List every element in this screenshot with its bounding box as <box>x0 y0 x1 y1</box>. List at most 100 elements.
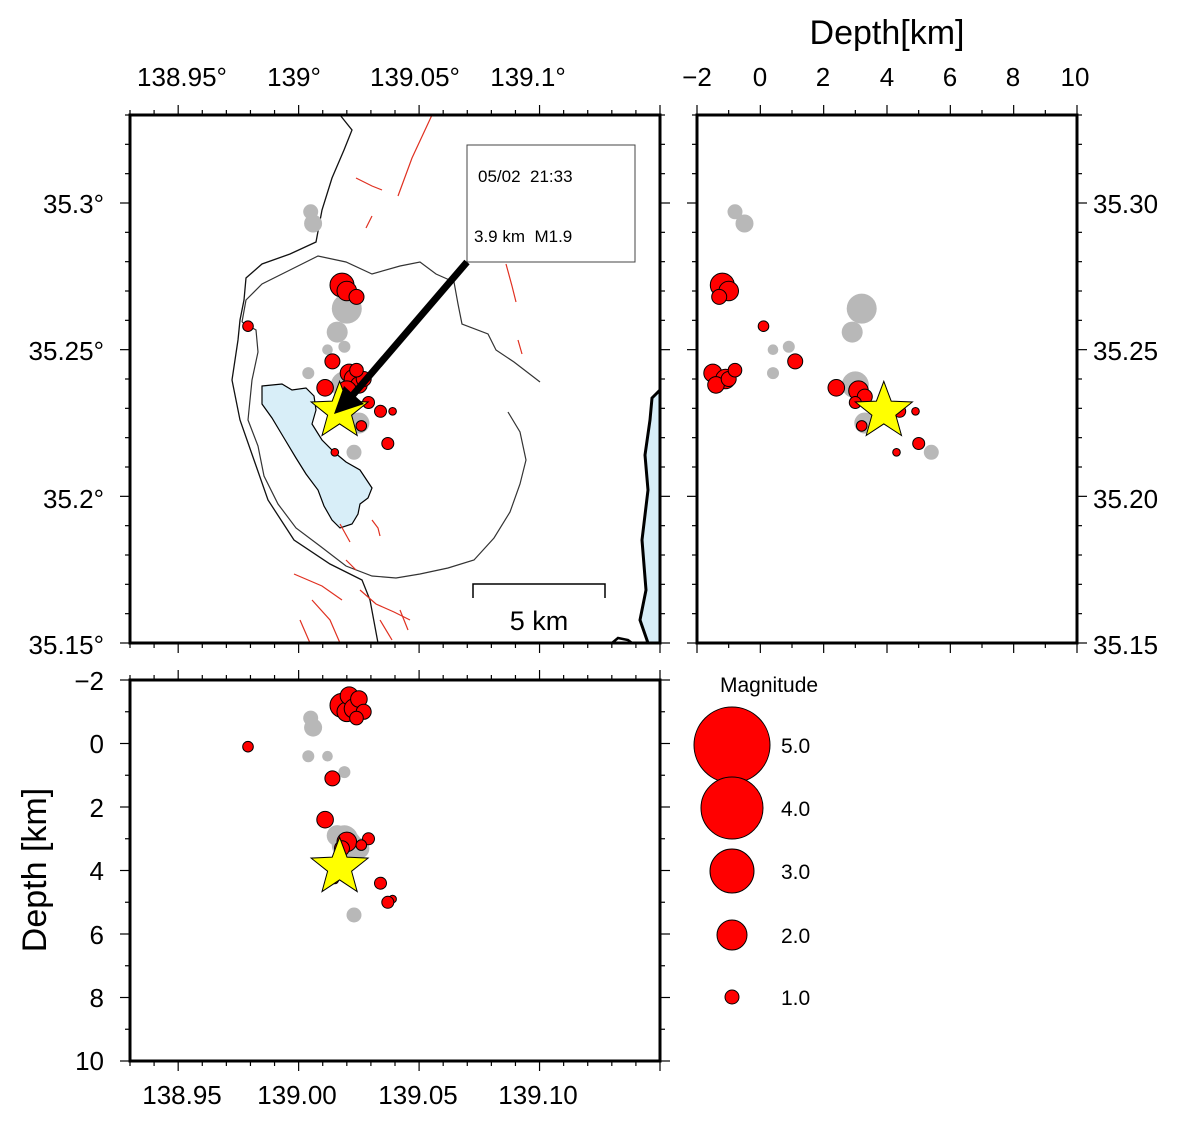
lon-depth-depth-tick-label: 6 <box>90 920 104 950</box>
fault-line <box>345 559 357 571</box>
depth-lat-recent-events <box>703 272 926 457</box>
depth-lat-lat-tick-label: 35.20 <box>1093 484 1158 514</box>
lon-depth-depth-tick-label: 4 <box>90 856 104 886</box>
recent-event-marker <box>330 448 340 457</box>
map-lat-tick-label: 35.2° <box>43 484 104 514</box>
recent-event-marker <box>324 353 341 370</box>
lon-depth-title: Depth [km] <box>16 788 54 952</box>
recent-event-marker <box>355 839 368 851</box>
lon-depth-depth-tick-label: −2 <box>74 666 104 696</box>
fault-line <box>371 519 381 537</box>
lon-depth-ticks <box>120 670 670 1071</box>
recent-event-marker <box>316 810 334 829</box>
event-callout: 05/02 21:33 3.9 km M1.9 <box>334 144 636 414</box>
depth-lat-lat-tick-label: 35.15 <box>1093 630 1158 660</box>
older-event-marker <box>302 367 315 380</box>
depth-tick-label: −2 <box>682 62 712 92</box>
fault-line <box>399 609 409 631</box>
prefecture-boundary <box>231 115 379 643</box>
fault-lines <box>293 115 523 643</box>
fault-line <box>505 263 517 303</box>
lon-depth-lon-tick-label: 139.00 <box>257 1080 337 1110</box>
map-lat-tick-label: 35.15° <box>29 630 104 660</box>
recent-event-marker <box>381 437 395 450</box>
map-lon-tick-label: 138.95° <box>137 62 227 92</box>
older-event-marker <box>346 907 362 923</box>
map-lat-tick-label: 35.3° <box>43 189 104 219</box>
lon-depth-mainshock <box>309 835 370 893</box>
recent-event-marker <box>374 876 387 890</box>
recent-event-marker <box>374 404 387 418</box>
callout-arrow-head <box>334 386 364 414</box>
legend-label: 5.0 <box>781 735 810 758</box>
depth-lat-frame <box>695 113 1079 645</box>
recent-event-marker <box>381 895 395 909</box>
recent-event-marker <box>316 379 334 397</box>
map-ticks <box>120 105 670 653</box>
legend-title: Magnitude <box>720 674 818 697</box>
fault-line <box>379 619 393 641</box>
older-event-marker <box>302 750 315 763</box>
map-features <box>231 115 660 643</box>
older-event-marker <box>727 204 743 220</box>
older-event-marker <box>322 750 333 762</box>
fault-line <box>355 177 383 191</box>
depth-lat-title: Depth[km] <box>810 14 965 52</box>
recent-event-marker <box>349 362 364 378</box>
legend-label: 1.0 <box>781 987 810 1010</box>
caldera-outline-south <box>241 321 527 579</box>
scale-bar: 5 km <box>472 583 606 636</box>
depth-tick-label: 4 <box>880 62 894 92</box>
fault-line <box>293 573 343 601</box>
recent-event-marker <box>912 437 926 450</box>
lon-depth-depth-tick-label: 8 <box>90 983 104 1013</box>
callout-box <box>466 144 636 263</box>
callout-arrow-shaft <box>349 259 470 399</box>
legend-circle-2 <box>716 919 748 951</box>
depth-lat-older-events <box>727 204 939 460</box>
depth-tick-label: 2 <box>816 62 830 92</box>
legend-circle-1 <box>724 989 740 1005</box>
longitude-depth-panel: Depth [km] −2 0 2 4 6 8 10 138.95 139.00… <box>16 666 670 1110</box>
lon-depth-recent-events <box>242 686 397 909</box>
older-event-marker <box>782 340 795 353</box>
older-event-marker <box>735 214 754 233</box>
older-event-marker <box>923 444 939 460</box>
legend-circle-4 <box>700 776 764 840</box>
older-event-marker <box>846 293 877 324</box>
depth-tick-label: 6 <box>943 62 957 92</box>
recent-event-marker <box>242 320 254 333</box>
magnitude-legend: Magnitude 5.0 4.0 3.0 2.0 1.0 <box>693 674 818 1010</box>
callout-datetime: 05/02 21:33 <box>478 167 573 186</box>
depth-tick-label: 8 <box>1006 62 1020 92</box>
mainshock-star <box>309 835 370 893</box>
caldera-outline <box>241 255 541 383</box>
fault-line <box>517 339 523 355</box>
recent-event-marker <box>911 407 920 416</box>
depth-tick-label: 0 <box>753 62 767 92</box>
map-panel: 5 km 05/02 21:33 3.9 km M1.9 138.95° 139… <box>29 62 670 660</box>
recent-event-marker <box>855 420 868 432</box>
recent-event-marker <box>388 407 397 416</box>
older-event-marker <box>322 344 333 356</box>
lon-depth-older-events <box>302 710 370 923</box>
recent-event-marker <box>787 353 804 370</box>
older-event-marker <box>304 718 323 737</box>
recent-event-marker <box>757 320 770 333</box>
legend-circle-3 <box>709 848 755 894</box>
older-event-marker <box>841 321 863 343</box>
legend-label: 2.0 <box>781 925 810 948</box>
lon-depth-depth-tick-label: 10 <box>75 1046 104 1076</box>
depth-lat-lat-tick-label: 35.25 <box>1093 336 1158 366</box>
recent-event-marker <box>892 448 901 457</box>
scale-bar-line <box>472 583 606 598</box>
lon-depth-frame <box>128 678 662 1063</box>
lon-depth-lon-tick-label: 139.10 <box>498 1080 578 1110</box>
fault-line <box>339 523 351 543</box>
recent-event-marker <box>348 288 365 305</box>
older-event-marker <box>767 367 779 380</box>
recent-event-marker <box>324 770 341 787</box>
map-lon-tick-label: 139.05° <box>370 62 460 92</box>
legend-circle-5 <box>693 706 771 784</box>
older-event-marker <box>338 340 351 353</box>
